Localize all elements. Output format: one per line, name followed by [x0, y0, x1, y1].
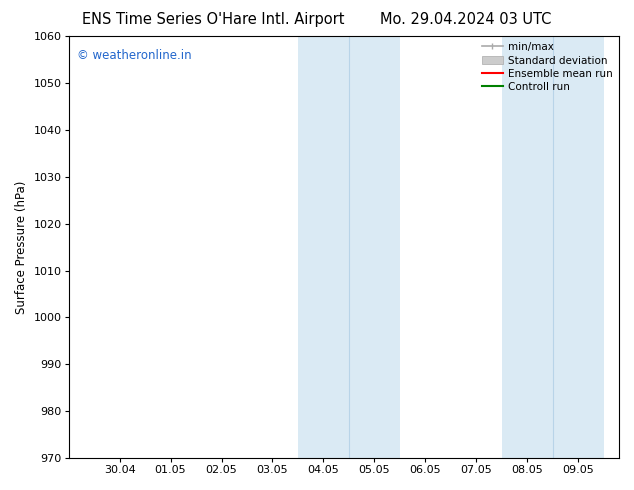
Bar [553, 36, 604, 458]
Bar [349, 36, 400, 458]
Bar [501, 36, 553, 458]
Legend: min/max, Standard deviation, Ensemble mean run, Controll run: min/max, Standard deviation, Ensemble me… [478, 38, 617, 96]
Text: © weatheronline.in: © weatheronline.in [77, 49, 191, 62]
Bar [298, 36, 349, 458]
Text: ENS Time Series O'Hare Intl. Airport: ENS Time Series O'Hare Intl. Airport [82, 12, 345, 27]
Text: Mo. 29.04.2024 03 UTC: Mo. 29.04.2024 03 UTC [380, 12, 552, 27]
Y-axis label: Surface Pressure (hPa): Surface Pressure (hPa) [15, 180, 28, 314]
